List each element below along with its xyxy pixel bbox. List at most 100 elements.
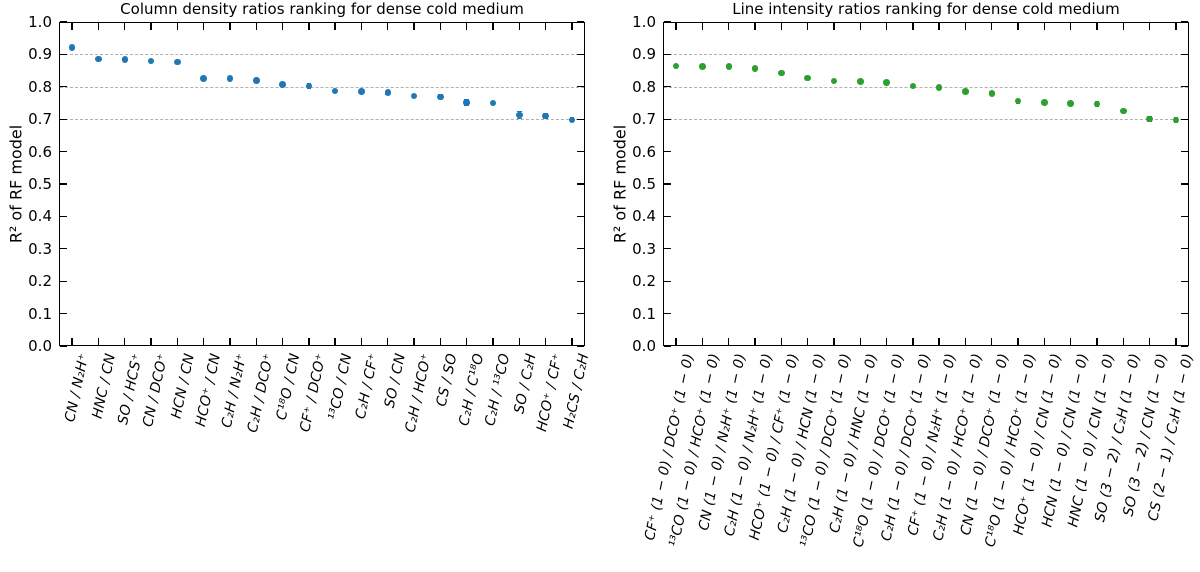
y-tick-label: 1.0	[632, 13, 656, 31]
x-tick-mark	[202, 23, 205, 31]
y-tick-label: 0.6	[632, 142, 656, 161]
y-tick-mark	[576, 345, 584, 347]
data-point	[279, 81, 286, 88]
x-tick-mark	[360, 337, 363, 345]
data-point	[1172, 116, 1180, 124]
x-tick-mark	[97, 23, 100, 31]
x-tick-mark	[912, 337, 914, 345]
data-point	[725, 63, 732, 70]
gridline	[664, 86, 1188, 88]
x-tick-mark	[675, 23, 677, 31]
x-tick-mark	[518, 337, 520, 345]
y-tick-mark	[60, 312, 68, 315]
error-bar-cap	[516, 117, 522, 119]
x-tick-mark	[465, 337, 468, 345]
y-tick-mark	[60, 215, 68, 218]
data-point	[1041, 99, 1048, 106]
x-tick-mark	[1122, 337, 1124, 345]
x-tick-mark	[255, 337, 257, 345]
data-point	[253, 77, 260, 84]
plot-area	[663, 22, 1189, 346]
x-tick-mark	[754, 337, 756, 345]
x-tick-mark	[912, 23, 914, 31]
y-tick-mark	[1180, 215, 1188, 218]
x-tick-mark	[1175, 337, 1177, 345]
gridline	[664, 119, 1188, 121]
y-tick-label: 0.2	[28, 272, 52, 291]
data-point	[883, 79, 890, 86]
y-tick-label: 0.9	[28, 45, 52, 64]
data-point	[857, 78, 864, 85]
data-point	[95, 55, 102, 63]
chart-title: Column density ratios ranking for dense …	[120, 0, 524, 18]
y-tick-mark	[60, 183, 68, 185]
x-tick-mark	[1043, 337, 1046, 345]
x-tick-mark	[281, 23, 284, 31]
y-tick-mark	[60, 86, 68, 88]
data-point	[174, 58, 181, 66]
x-tick-mark	[754, 23, 756, 31]
x-tick-mark	[71, 23, 73, 31]
y-tick-mark	[60, 248, 68, 250]
y-tick-label: 1.0	[28, 13, 52, 31]
x-tick-mark	[806, 23, 809, 31]
x-tick-mark	[1096, 23, 1098, 31]
x-tick-mark	[859, 23, 861, 31]
y-tick-label: 0.1	[28, 304, 52, 323]
y-tick-mark	[576, 215, 584, 218]
x-tick-mark	[281, 337, 284, 345]
x-tick-mark	[991, 23, 993, 31]
y-tick-label: 0.3	[28, 239, 52, 258]
y-tick-label: 0.7	[632, 110, 656, 129]
x-tick-mark	[675, 337, 677, 345]
x-tick-mark	[938, 23, 940, 31]
data-point	[568, 116, 576, 124]
y-tick-mark	[576, 248, 584, 250]
data-point	[68, 44, 76, 51]
data-point	[305, 82, 313, 90]
x-tick-mark	[780, 23, 783, 31]
x-tick-mark	[492, 23, 494, 31]
y-tick-mark	[576, 53, 584, 56]
chart-title: Line intensity ratios ranking for dense …	[732, 0, 1120, 18]
data-point	[121, 56, 128, 63]
x-tick-mark	[544, 337, 547, 345]
data-point	[358, 88, 365, 95]
data-point	[672, 62, 680, 70]
y-tick-mark	[576, 21, 584, 23]
x-tick-mark	[544, 23, 547, 31]
y-tick-mark	[60, 150, 68, 153]
y-tick-mark	[576, 86, 584, 88]
y-tick-label: 0.1	[632, 304, 656, 323]
y-tick-label: 0.4	[28, 207, 52, 226]
data-point	[830, 77, 838, 85]
x-tick-mark	[1043, 23, 1046, 31]
y-tick-mark	[664, 215, 672, 218]
y-tick-mark	[60, 280, 68, 282]
x-tick-mark	[571, 23, 573, 31]
x-tick-mark	[439, 23, 442, 31]
x-tick-mark	[1122, 23, 1124, 31]
x-tick-mark	[176, 337, 179, 345]
y-tick-mark	[664, 21, 672, 23]
y-tick-mark	[664, 183, 672, 185]
x-tick-mark	[97, 337, 100, 345]
x-tick-mark	[938, 337, 940, 345]
y-tick-mark	[1180, 118, 1188, 120]
y-tick-mark	[576, 183, 584, 185]
data-point	[1014, 97, 1022, 105]
x-tick-mark	[1069, 23, 1072, 31]
y-tick-label: 0.5	[28, 175, 52, 193]
x-tick-mark	[334, 23, 336, 31]
data-point	[988, 90, 995, 97]
y-tick-mark	[1180, 183, 1188, 185]
y-tick-label: 0.5	[632, 175, 656, 193]
data-point	[778, 69, 785, 77]
y-tick-mark	[664, 118, 672, 120]
x-tick-mark	[308, 337, 310, 345]
y-tick-label: 0.0	[28, 337, 52, 355]
x-tick-mark	[728, 23, 730, 31]
data-point	[489, 99, 497, 107]
